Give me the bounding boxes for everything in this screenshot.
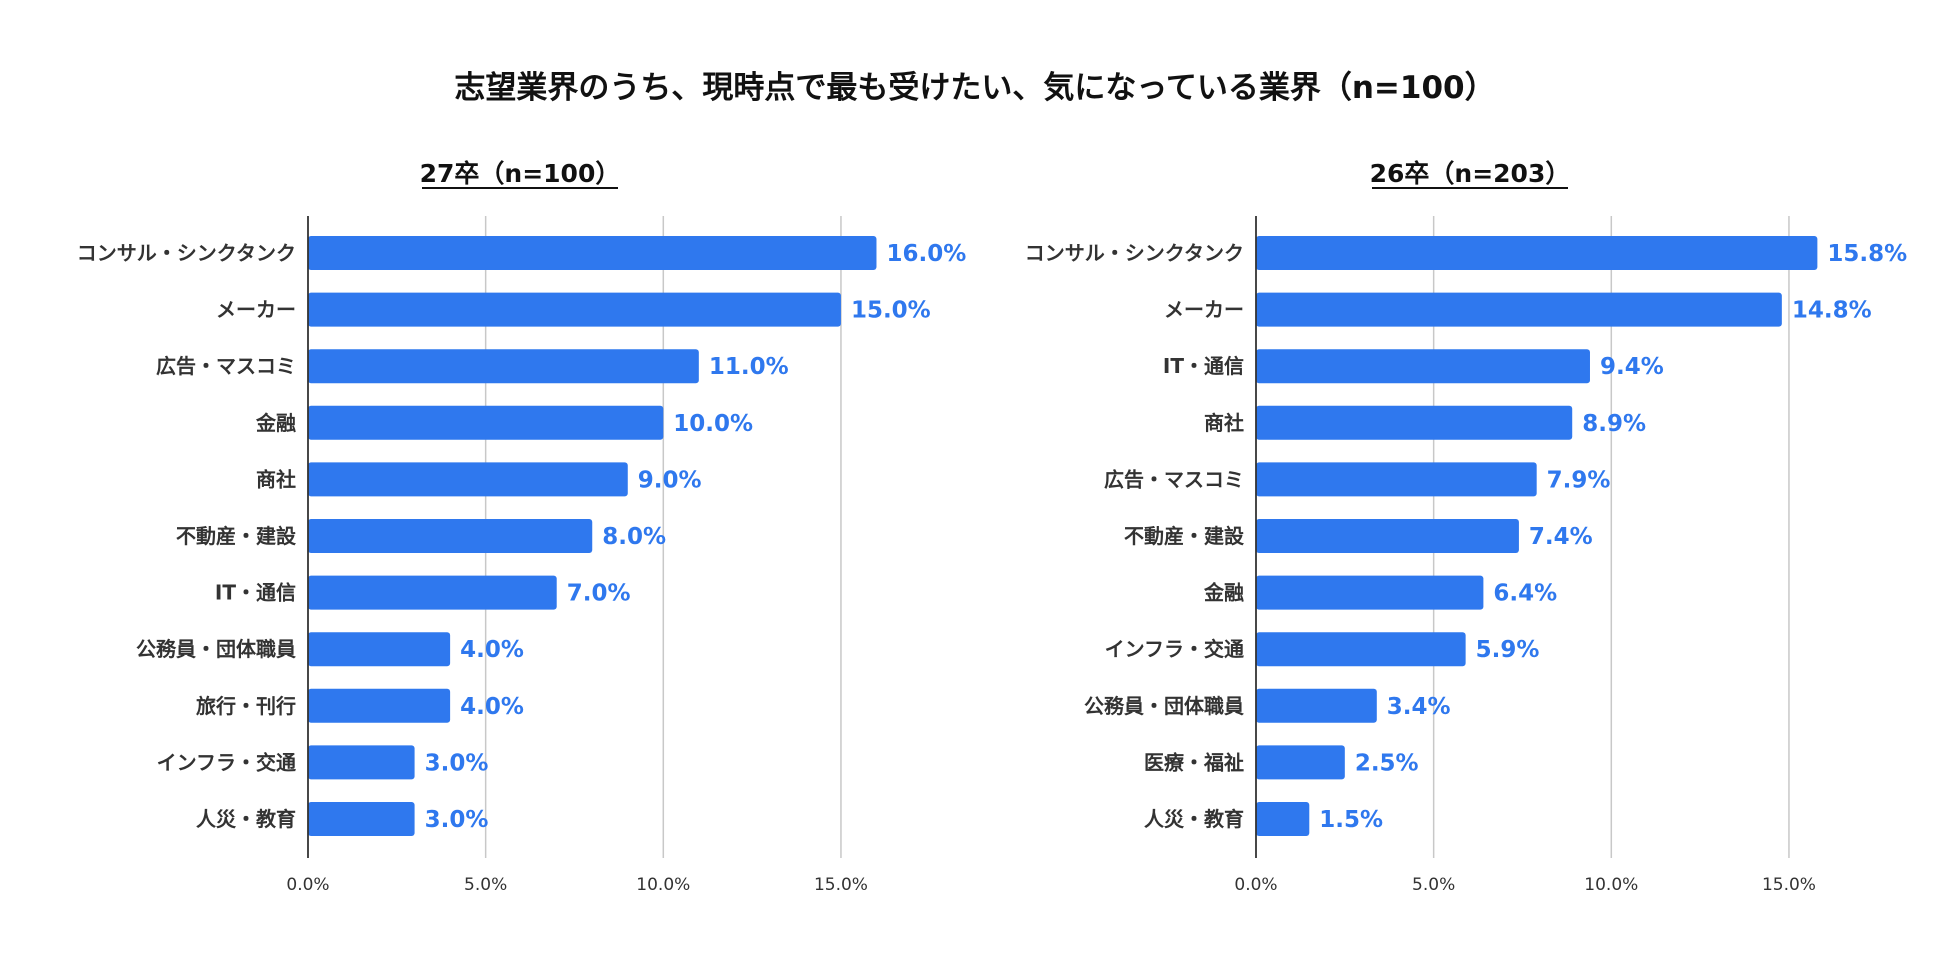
bar (308, 745, 415, 780)
category-label: 人災・教育 (196, 807, 296, 831)
category-label: 公務員・団体職員 (136, 637, 296, 661)
bar (1256, 632, 1466, 667)
value-label: 2.5% (1355, 750, 1419, 776)
category-label: インフラ・交通 (157, 750, 296, 774)
category-label: 人災・教育 (1144, 807, 1244, 831)
value-label: 15.8% (1827, 241, 1907, 267)
bar (308, 405, 664, 440)
category-label: コンサル・シンクタンク (1025, 241, 1244, 265)
bar (1256, 292, 1782, 327)
value-label: 1.5% (1319, 807, 1383, 833)
x-tick-label: 0.0% (1234, 875, 1277, 895)
bar (308, 575, 557, 610)
value-label: 4.0% (460, 694, 524, 720)
bar (308, 236, 877, 270)
bar (308, 349, 699, 384)
category-label: IT・通信 (215, 581, 296, 605)
value-label: 4.0% (460, 637, 524, 663)
category-label: メーカー (216, 298, 296, 322)
category-label: 金融 (1203, 581, 1244, 605)
category-label: 商社 (256, 467, 296, 491)
x-tick-label: 15.0% (1762, 875, 1816, 895)
bar (308, 292, 841, 327)
value-label: 6.4% (1493, 581, 1557, 607)
bar (308, 802, 415, 836)
category-label: 旅行・刊行 (196, 694, 296, 718)
bar (308, 462, 628, 497)
value-label: 14.8% (1792, 298, 1872, 324)
category-label: メーカー (1164, 298, 1244, 322)
category-label: 不動産・建設 (176, 524, 297, 548)
panel-27-sotsu: 0.0% 5.0% 10.0% 15.0% 27卒（n=100） コンサル・シンクタンク 1… (77, 159, 966, 895)
value-label: 8.9% (1582, 411, 1646, 437)
x-tick-label: 5.0% (1412, 875, 1455, 895)
bar (308, 519, 593, 553)
category-label: インフラ・交通 (1105, 637, 1244, 661)
value-label: 5.9% (1476, 637, 1540, 663)
category-label: コンサル・シンクタンク (77, 241, 296, 265)
value-label: 9.4% (1600, 354, 1664, 380)
value-label: 3.0% (425, 807, 489, 833)
category-label: 金融 (255, 411, 296, 435)
value-label: 9.0% (638, 467, 702, 493)
bar (1256, 802, 1310, 836)
value-label: 8.0% (602, 524, 666, 550)
category-label: IT・通信 (1163, 354, 1244, 378)
bar (1256, 688, 1377, 723)
category-label: 広告・マスコミ (1104, 467, 1244, 491)
bar (1256, 462, 1537, 497)
value-label: 7.0% (567, 581, 631, 607)
value-label: 16.0% (886, 241, 966, 267)
bar (308, 688, 451, 723)
category-label: 医療・福祉 (1144, 750, 1244, 774)
x-tick-label: 10.0% (636, 875, 690, 895)
category-label: 公務員・団体職員 (1084, 694, 1244, 718)
chart-title: 志望業界のうち、現時点で最も受けたい、気になっている業界（n=100） (454, 70, 1496, 106)
bar (1256, 349, 1590, 384)
x-tick-label: 10.0% (1584, 875, 1638, 895)
value-label: 10.0% (673, 411, 753, 437)
category-label: 広告・マスコミ (156, 354, 296, 378)
panel-title: 26卒（n=203） (1370, 159, 1571, 188)
bar (1256, 405, 1573, 440)
category-label: 不動産・建設 (1124, 524, 1245, 548)
x-tick-label: 5.0% (464, 875, 507, 895)
x-tick-label: 0.0% (286, 875, 329, 895)
value-label: 11.0% (709, 354, 789, 380)
value-label: 3.0% (425, 750, 489, 776)
value-label: 15.0% (851, 298, 931, 324)
panel-title: 27卒（n=100） (420, 159, 621, 188)
panel-26-sotsu: 0.0% 5.0% 10.0% 15.0% 26卒（n=203） コンサル・シンクタンク 1… (1025, 159, 1907, 895)
bar (1256, 519, 1519, 553)
category-label: 商社 (1204, 411, 1244, 435)
x-tick-label: 15.0% (814, 875, 868, 895)
value-label: 3.4% (1387, 694, 1451, 720)
value-label: 7.9% (1547, 467, 1611, 493)
value-label: 7.4% (1529, 524, 1593, 550)
bar (308, 632, 451, 667)
bar (1256, 575, 1484, 610)
bar (1256, 236, 1818, 270)
bar (1256, 745, 1345, 780)
